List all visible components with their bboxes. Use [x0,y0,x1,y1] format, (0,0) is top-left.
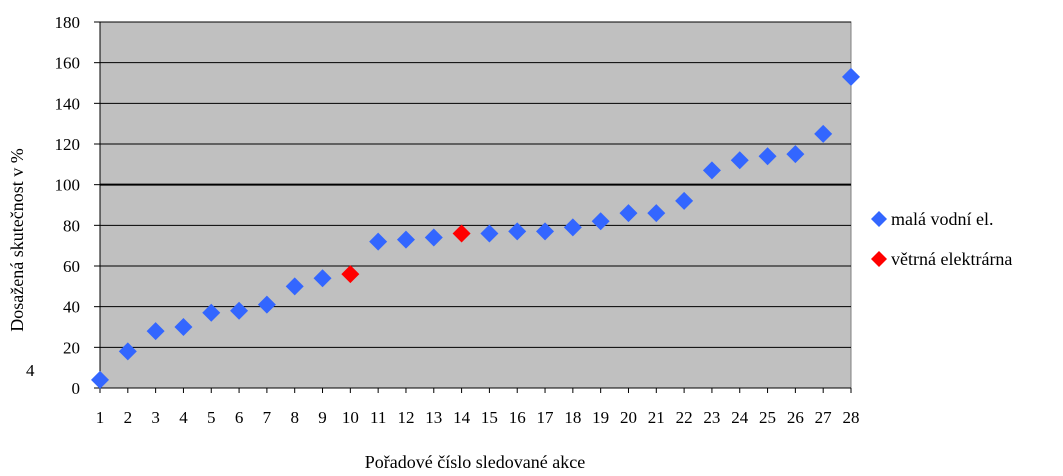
data-point-mala-vodni [146,322,165,341]
x-tick-label: 4 [179,408,188,427]
x-tick-label: 27 [815,408,833,427]
x-tick-label: 15 [481,408,498,427]
legend-marker-diamond-blue [871,211,887,227]
data-point-mala-vodni [730,151,749,170]
data-point-mala-vodni [257,295,276,314]
data-point-mala-vodni [508,222,527,241]
x-ticks: 1 2 3 4 5 6 7 8 9 10 11 12 13 14 15 16 17 18 19 20 21 22 23 24 2… [96,388,860,427]
data-point-vetrna [452,224,471,243]
x-axis-title: Pořadové číslo sledované akce [365,452,585,472]
data-point-mala-vodni [563,218,582,237]
gridlines [100,21,851,348]
data-point-mala-vodni [842,67,860,86]
data-point-mala-vodni [647,204,666,223]
data-point-mala-vodni [424,228,443,247]
data-point-mala-vodni [702,161,721,180]
x-tick-label: 2 [124,408,133,427]
x-tick-label: 25 [759,408,776,427]
x-tick-label: 3 [151,408,160,427]
data-point-mala-vodni [174,318,193,336]
data-point-mala-vodni [396,230,415,249]
legend-item-mvf: malá vodní el. [871,209,993,229]
legend-marker-diamond-red [871,251,887,267]
x-tick-label: 10 [342,408,359,427]
data-point-mala-vodni [536,222,555,241]
x-tick-label: 28 [843,408,860,427]
x-tick-label: 11 [370,408,386,427]
y-tick-label: 140 [55,94,81,113]
y-tick-label: 20 [63,338,80,357]
data-point-mala-vodni [786,145,805,164]
data-point-mala-vodni [118,342,137,361]
x-tick-label: 20 [620,408,637,427]
x-tick-label: 13 [425,408,442,427]
x-tick-label: 9 [318,408,327,427]
y-tick-label: 4 [26,361,35,380]
x-tick-label: 12 [397,408,414,427]
x-tick-label: 23 [703,408,720,427]
legend-label-1: větrná elektrárna [891,249,1012,269]
legend-item-vte: větrná elektrárna [871,249,1012,269]
x-tick-label: 17 [537,408,555,427]
x-tick-label: 8 [290,408,299,427]
y-tick-label: 100 [55,176,81,195]
legend: malá vodní el. větrná elektrárna [871,209,1012,269]
x-tick-label: 7 [263,408,272,427]
data-point-mala-vodni [313,269,332,288]
y-tick-label: 0 [72,379,81,398]
data-point-mala-vodni [814,124,833,143]
x-tick-label: 24 [731,408,749,427]
axes [99,22,851,389]
data-point-mala-vodni [285,277,304,296]
data-point-mala-vodni [480,224,499,243]
y-tick-label: 60 [63,257,80,276]
data-point-mala-vodni [230,301,249,320]
y-axis-title: Dosažená skutečnost v % [7,148,27,331]
plot-area [99,21,852,389]
y-tick-label: 180 [55,13,81,32]
legend-label-0: malá vodní el. [891,209,993,229]
x-tick-label: 19 [592,408,609,427]
x-tick-label: 14 [453,408,471,427]
data-point-mala-vodni [758,147,777,166]
data-point-mala-vodni [591,212,610,231]
data-point-vetrna [341,265,360,284]
y-tick-label: 40 [63,298,80,317]
x-tick-label: 1 [96,408,105,427]
y-tick-label: 80 [63,216,80,235]
y-ticks: 0 4 20 40 60 80 100 120 140 160 180 [26,13,100,398]
data-point-mala-vodni [675,191,694,210]
data-point-mala-vodni [91,370,109,389]
x-tick-label: 21 [648,408,665,427]
x-tick-label: 16 [509,408,526,427]
data-point-mala-vodni [619,204,638,223]
x-tick-label: 18 [564,408,581,427]
y-tick-label: 160 [55,54,81,73]
x-tick-label: 6 [235,408,244,427]
data-point-mala-vodni [202,303,221,322]
data-points [91,67,860,389]
data-point-mala-vodni [369,232,388,251]
y-tick-label: 120 [55,135,81,154]
x-tick-label: 26 [787,408,804,427]
x-tick-label: 5 [207,408,216,427]
x-tick-label: 22 [676,408,693,427]
